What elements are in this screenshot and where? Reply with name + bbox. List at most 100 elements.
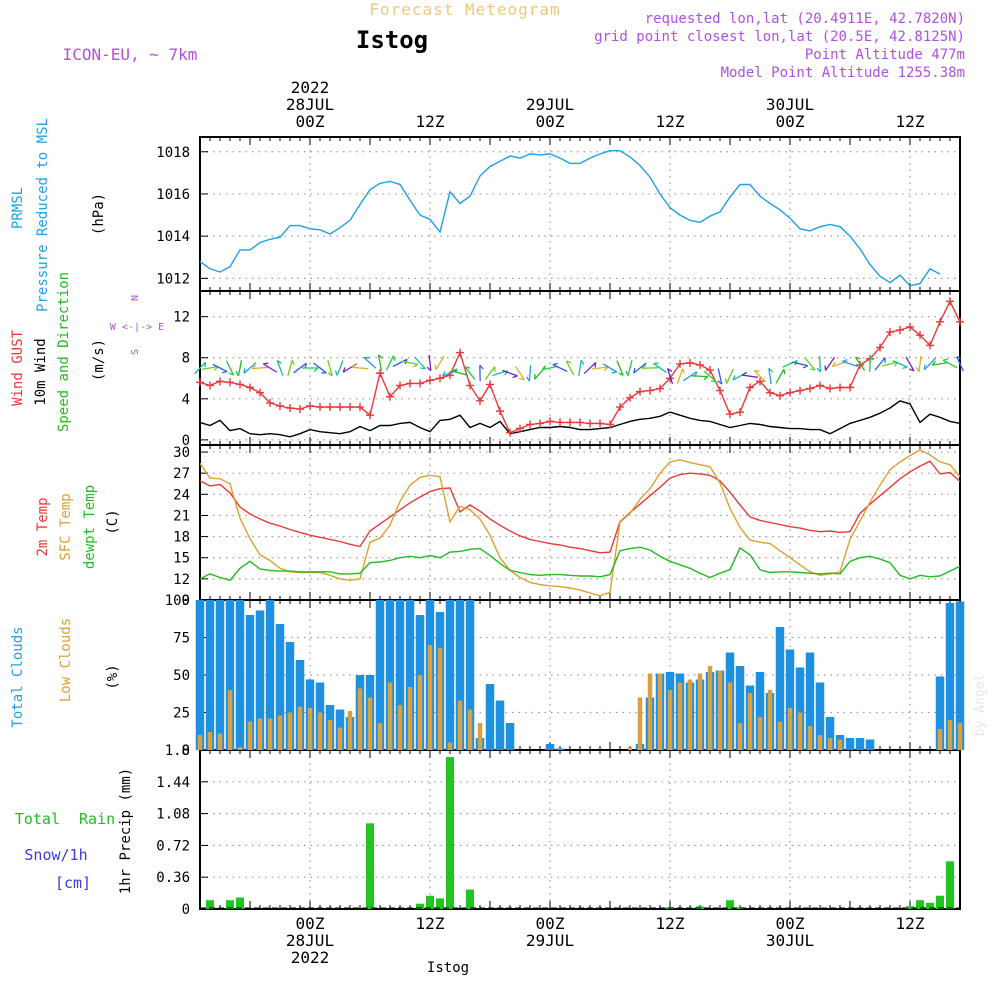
wind-direction-arrow — [327, 360, 333, 377]
low-cloud-bar — [807, 726, 813, 750]
label-sfc-temp: SFC Temp — [58, 493, 74, 560]
wind-direction-arrow — [526, 365, 532, 382]
wind-direction-arrow — [703, 370, 717, 383]
pressure-line — [199, 149, 941, 287]
panel-1: 0 4 8 12 — [173, 290, 961, 449]
wind-direction-arrow — [479, 364, 484, 382]
total-cloud-bar — [455, 600, 465, 750]
gust-marker — [516, 424, 524, 433]
footer-station: Istog — [427, 960, 469, 976]
wind-direction-arrow — [484, 366, 496, 380]
top-time-label: 00Z — [776, 112, 805, 131]
low-cloud-bar — [267, 718, 273, 750]
wind-direction-arrow — [775, 368, 786, 384]
low-cloud-bar — [937, 729, 943, 750]
grid-point-lonlat: grid point closest lon,lat (20.5E, 42.81… — [594, 29, 965, 45]
bottom-time-label: 00Z — [536, 914, 565, 933]
wind-direction-arrow — [515, 366, 525, 381]
total-cloud-bar — [235, 600, 245, 750]
gust-marker — [836, 383, 844, 392]
y-tick-label: 1014 — [156, 229, 190, 245]
gust-marker — [956, 317, 964, 326]
wind-direction-arrow — [302, 367, 319, 372]
top-time-label: 28JUL — [286, 95, 334, 114]
low-cloud-bar — [447, 742, 453, 750]
total-cloud-bar — [295, 660, 305, 750]
y-tick-label: 1.08 — [156, 807, 190, 823]
label-total-rain: Total Rain — [15, 810, 115, 828]
gust-marker — [326, 403, 334, 412]
wind-direction-arrow — [842, 359, 858, 367]
gust-marker — [766, 388, 774, 397]
panel-frame — [199, 444, 961, 601]
label-hpa: (hPa) — [91, 193, 107, 235]
low-cloud-bar — [427, 645, 433, 750]
low-cloud-bar — [207, 732, 213, 750]
wind-direction-arrow — [804, 357, 816, 371]
y-tick-label: 0.36 — [156, 870, 190, 886]
panel-2: 9 12 15 18 21 24 27 30 — [173, 444, 961, 609]
y-tick-label: 1.44 — [156, 775, 190, 791]
station-title: Istog — [356, 26, 428, 54]
gust-marker — [466, 381, 474, 390]
wind-direction-arrow — [915, 355, 922, 373]
low-cloud-bar — [747, 693, 753, 750]
y-tick-label: 18 — [173, 530, 190, 546]
compass-s: S — [130, 349, 141, 355]
total-cloud-bar — [815, 682, 825, 750]
gust-marker — [386, 392, 394, 401]
wind-direction-arrow — [351, 363, 369, 370]
low-cloud-bar — [647, 673, 653, 750]
wind-direction-arrow — [251, 364, 269, 370]
label-percent: (%) — [105, 664, 121, 689]
model-label: ICON-EU, ~ 7km — [63, 45, 198, 64]
rain-bar — [366, 823, 374, 909]
label-cm: [cm] — [55, 874, 91, 892]
low-cloud-bar — [417, 675, 423, 750]
bottom-time-label: 2022 — [291, 948, 330, 967]
wind-direction-arrow — [402, 360, 419, 368]
gust-marker — [806, 384, 814, 393]
y-tick-label: 0.72 — [156, 838, 190, 854]
total-cloud-bar — [825, 717, 835, 750]
low-cloud-bar — [337, 727, 343, 750]
temp-side-labels: 2m Temp SFC Temp dewpt Temp (C) — [35, 485, 121, 569]
y-tick-label: 1016 — [156, 187, 190, 203]
total-cloud-bar — [785, 649, 795, 750]
label-total-clouds: Total Clouds — [10, 626, 26, 727]
low-cloud-bar — [287, 712, 293, 750]
gust-marker — [916, 331, 924, 340]
low-cloud-bar — [947, 720, 953, 750]
y-tick-label: 15 — [173, 551, 190, 567]
label-low-clouds: Low Clouds — [58, 618, 74, 702]
wind-direction-arrow — [225, 360, 235, 376]
low-cloud-bar — [787, 708, 793, 750]
total-cloud-bar — [265, 600, 275, 750]
rain-side-labels: Total Rain Snow/1h [cm] 1hr Precip (mm) — [15, 768, 134, 894]
rain-bar — [236, 897, 244, 909]
wind-direction-arrow — [452, 368, 468, 376]
compass-we: W <-|-> E — [110, 322, 164, 333]
wind-direction-arrow — [724, 368, 734, 384]
rain-bar — [936, 895, 944, 909]
wind-direction-arrow — [434, 355, 445, 371]
panel-frame — [199, 749, 961, 910]
label-ms: (m/s) — [91, 339, 107, 381]
wind-direction-arrow — [591, 366, 609, 372]
wind-direction-arrow — [334, 360, 344, 376]
gust-marker — [586, 419, 594, 428]
wind-direction-arrow — [287, 360, 295, 376]
low-cloud-bar — [737, 723, 743, 750]
wind-direction-arrow — [602, 363, 618, 374]
top-time-label: 2022 — [291, 78, 330, 97]
total-cloud-bar — [775, 627, 785, 750]
low-cloud-bar — [257, 718, 263, 750]
total-cloud-bar — [405, 600, 415, 750]
wind-direction-arrow — [942, 358, 958, 369]
wind-direction-arrow — [869, 355, 874, 372]
y-tick-label: 4 — [182, 392, 190, 408]
gust-marker — [316, 403, 324, 412]
gust-marker — [716, 386, 724, 395]
wind-direction-arrow — [741, 371, 759, 378]
